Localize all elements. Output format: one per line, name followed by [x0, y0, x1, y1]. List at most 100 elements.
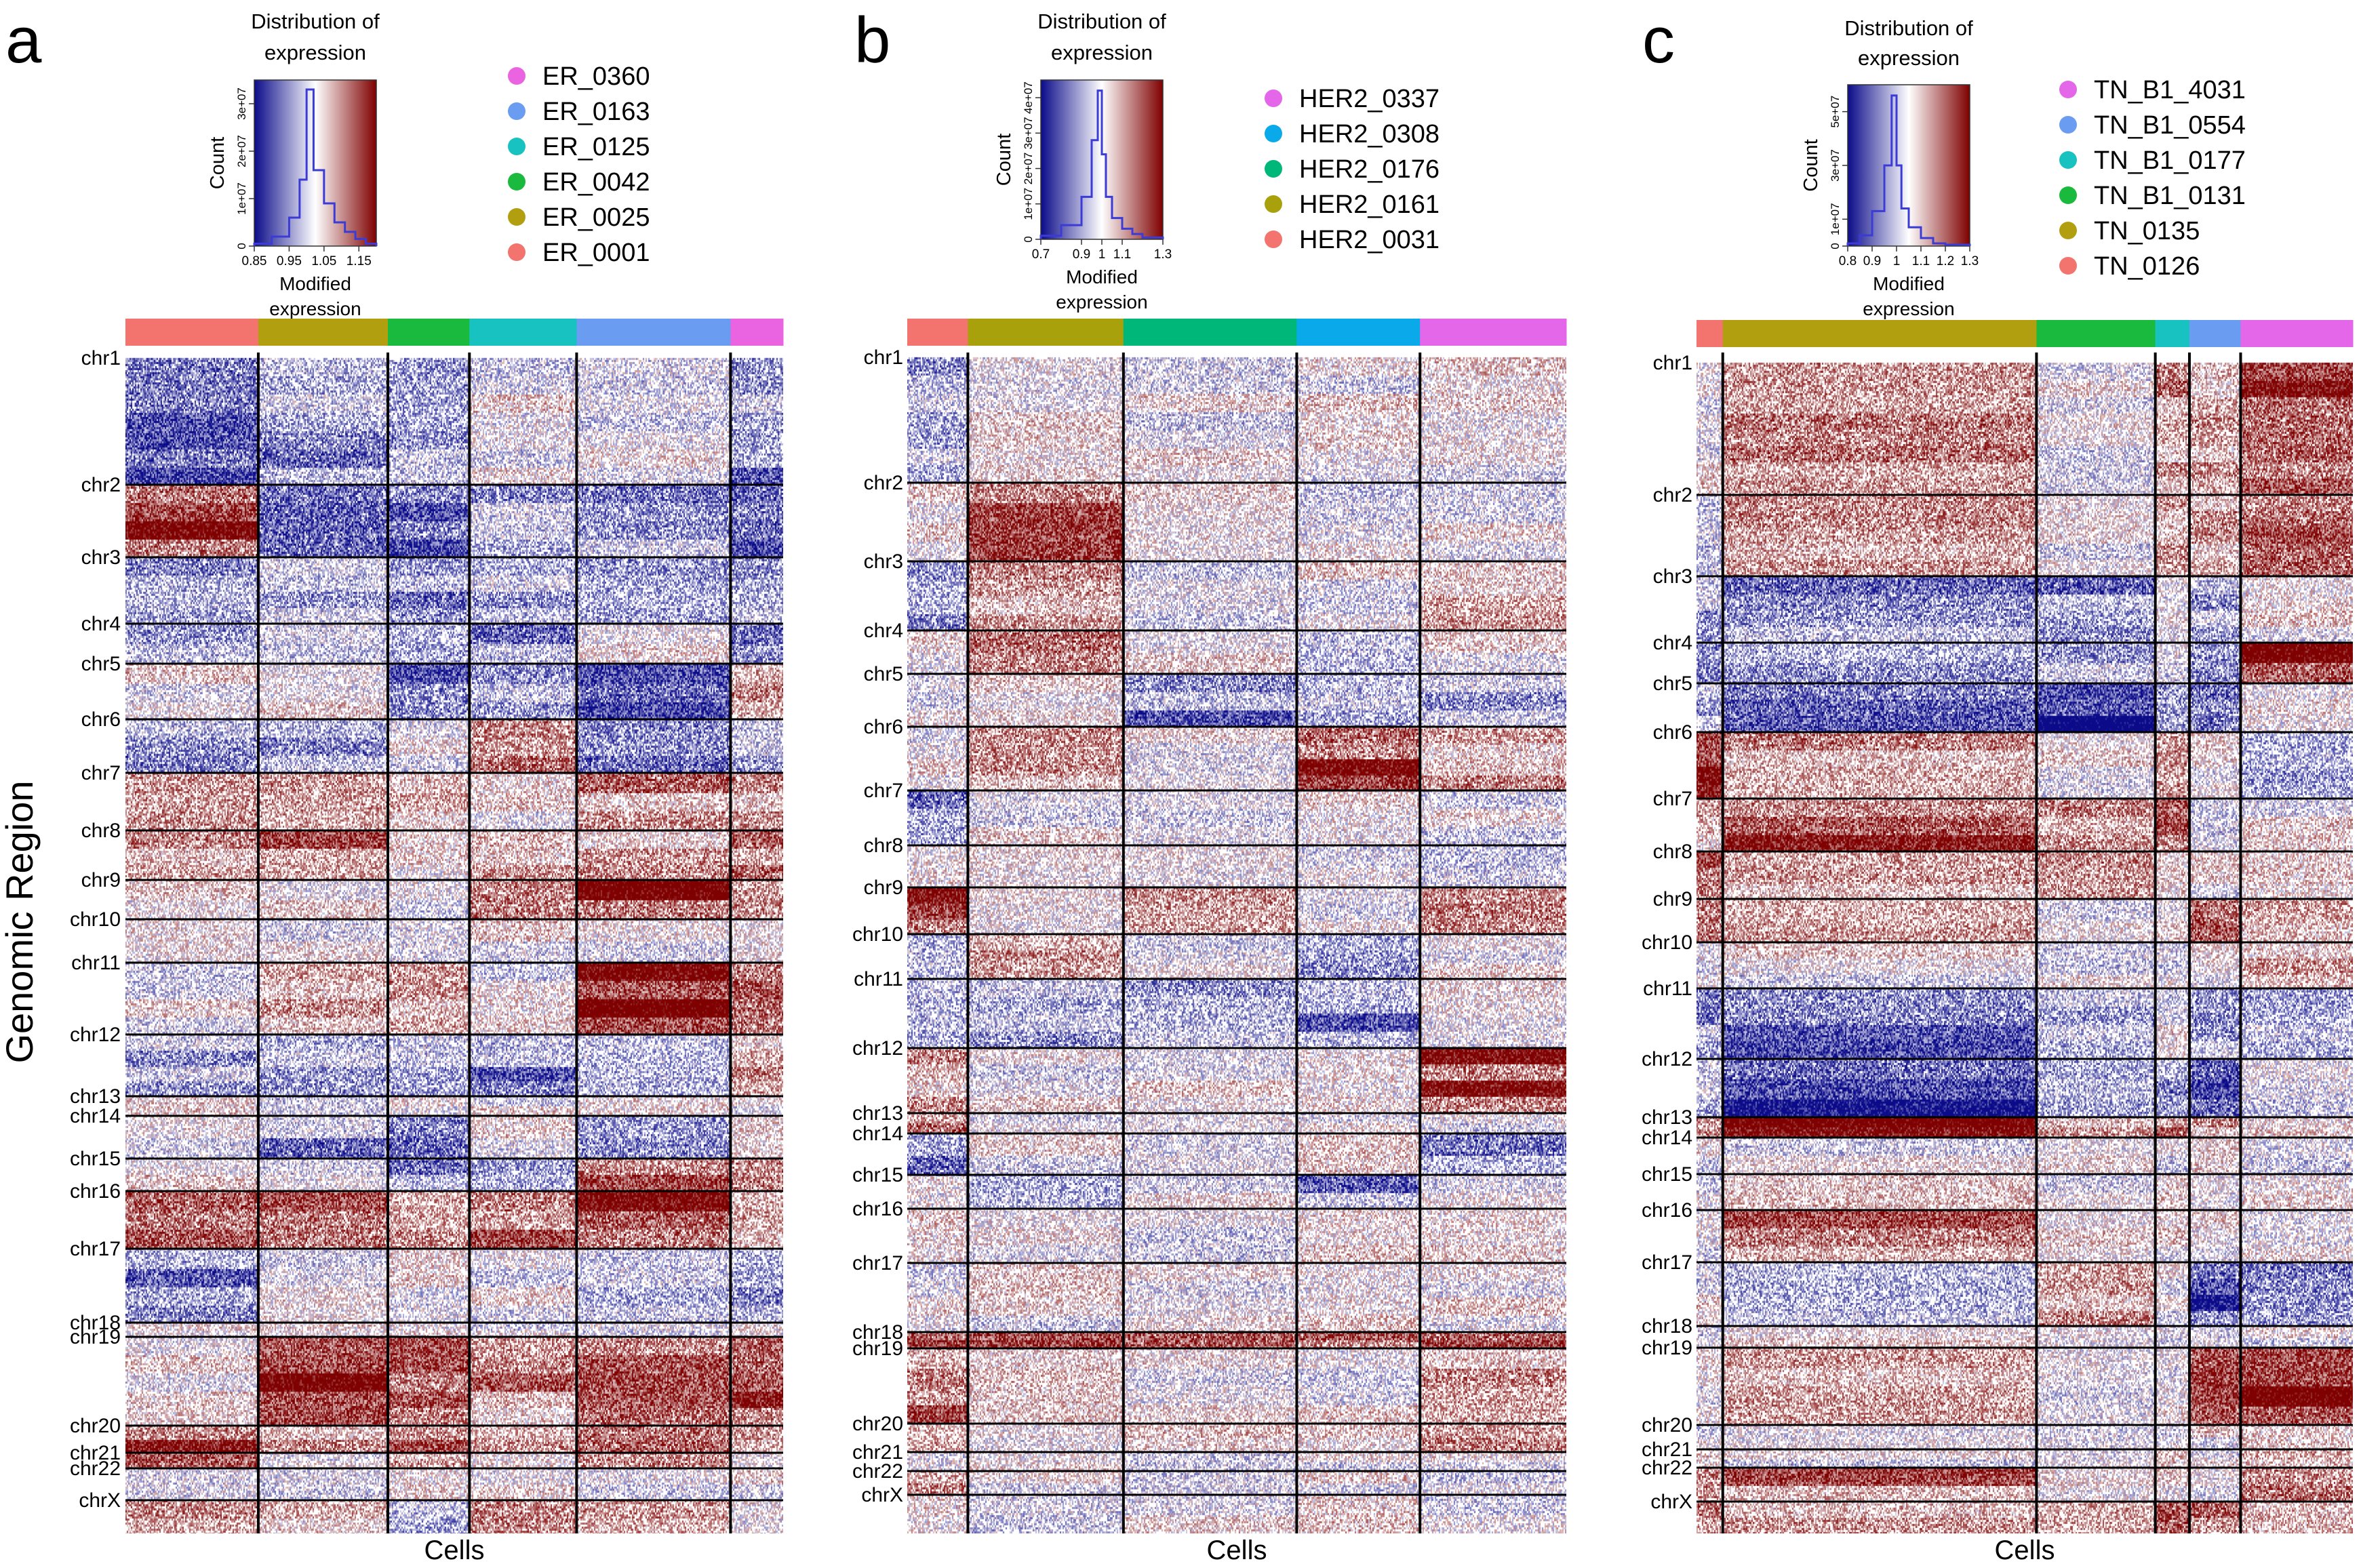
chromosome-label: chr11	[71, 952, 121, 974]
legend-label: HER2_0337	[1299, 85, 1440, 113]
legend-label: HER2_0031	[1299, 226, 1440, 254]
chromosome-label: chr1	[1653, 352, 1692, 374]
histogram-y-tick-label: 5e+07	[1829, 96, 1842, 128]
chromosome-label: chr8	[81, 820, 121, 842]
legend-label: TN_B1_0131	[2094, 182, 2246, 210]
chromosome-label: chr3	[81, 546, 121, 569]
legend-swatch	[1265, 160, 1282, 178]
chromosome-label: chr14	[1642, 1127, 1692, 1149]
chromosome-label: chr1	[864, 346, 903, 369]
legend-swatch	[508, 138, 525, 155]
panel-a: a Distribution of expression 0.85 0.95 1.05 1.…	[5, 4, 784, 1565]
chromosome-label: chr9	[1653, 888, 1692, 910]
x-axis-title: Cells	[1207, 1535, 1267, 1565]
histogram-y-label: Count	[993, 134, 1015, 186]
chromosome-label: chr20	[852, 1413, 903, 1435]
legend-swatch	[2059, 186, 2077, 204]
legend-swatch	[1265, 89, 1282, 107]
histogram-x-tick-label: 1.3	[1961, 254, 1979, 268]
chromosome-label: chr19	[70, 1326, 121, 1348]
chromosome-label: chr10	[852, 923, 903, 946]
histogram-x-tick-label: 1.05	[311, 254, 336, 268]
chromosome-label: chr21	[70, 1442, 121, 1464]
chromosome-label: chr22	[852, 1460, 903, 1483]
legend-swatch	[2059, 151, 2077, 169]
chromosome-label: chr16	[852, 1198, 903, 1220]
legend-label: TN_B1_4031	[2094, 76, 2246, 104]
chromosome-label: chr12	[852, 1037, 903, 1060]
legend-label: ER_0360	[542, 62, 650, 91]
chromosome-label: chr18	[70, 1312, 121, 1334]
histogram-x-label-line2: expression	[269, 298, 361, 319]
histogram-y-tick-label: 2e+07	[235, 135, 248, 167]
chromosome-label: chr19	[852, 1338, 903, 1360]
chromosome-label: chr14	[70, 1105, 121, 1127]
chromosome-label: chr15	[852, 1164, 903, 1186]
histogram-x-tick-label: 0.9	[1073, 247, 1090, 262]
histogram-y-tick-label: 4e+07	[1022, 81, 1035, 114]
histogram-x-label-line2: expression	[1056, 292, 1147, 313]
chromosome-label: chr19	[1642, 1337, 1692, 1359]
legend-label: ER_0042	[542, 168, 650, 197]
chromosome-label: chr4	[1653, 632, 1692, 654]
legend: ER_0360 ER_0163 ER_0125 ER_0042 ER_0025 ER_00…	[508, 62, 650, 267]
y-axis-title: Genomic Region	[0, 780, 41, 1063]
panel-label: a	[5, 4, 42, 77]
group-bar-segment	[388, 319, 470, 346]
chromosome-label: chr13	[852, 1102, 903, 1125]
chromosome-label: chr8	[864, 835, 903, 857]
group-bar	[125, 319, 784, 346]
chromosome-label: chrX	[79, 1489, 121, 1512]
chromosome-label: chr2	[81, 474, 121, 496]
group-bar-segment	[1420, 319, 1567, 346]
chromosome-label: chr16	[1642, 1199, 1692, 1222]
chromosome-label: chr20	[70, 1415, 121, 1437]
group-bar-segment	[469, 319, 577, 346]
legend-label: ER_0001	[542, 239, 650, 267]
chromosome-label: chr5	[1653, 672, 1692, 695]
chromosome-label: chrX	[1650, 1491, 1692, 1513]
legend-label: TN_B1_0554	[2094, 111, 2246, 140]
histogram-title: Distribution of	[1844, 16, 1973, 40]
legend-swatch	[1265, 195, 1282, 213]
histogram-title: Distribution of	[251, 9, 380, 33]
histogram-x-tick-label: 0.85	[242, 254, 267, 268]
chromosome-label: chr9	[864, 877, 903, 899]
histogram-x-tick-label: 1.3	[1154, 247, 1172, 262]
chromosome-label: chr22	[1642, 1457, 1692, 1479]
chromosome-label: chr13	[1642, 1106, 1692, 1129]
chromosome-axis: chr1 chr2 chr3 chr4 chr5 chr6 chr7 chr8 chr9 chr1…	[852, 346, 1566, 1506]
group-bar-segment	[1296, 319, 1421, 346]
group-bar-segment	[1722, 320, 2037, 347]
legend-label: ER_0163	[542, 98, 650, 126]
chromosome-label: chr6	[81, 708, 121, 731]
chromosome-label: chr14	[852, 1123, 903, 1145]
chromosome-axis: chr1 chr2 chr3 chr4 chr5 chr6 chr7 chr8 chr9 chr1…	[70, 347, 783, 1512]
histogram-x-label-line2: expression	[1863, 298, 1954, 319]
legend-label: HER2_0308	[1299, 120, 1440, 148]
chromosome-label: chr6	[864, 716, 903, 738]
legend-swatch	[508, 243, 525, 261]
legend-label: HER2_0176	[1299, 155, 1440, 184]
histogram: Distribution of expression 0.7 0.9 1 1.1 1.3 0 1…	[993, 9, 1172, 313]
histogram-x-tick-label: 0.9	[1863, 254, 1881, 268]
histogram-line	[1846, 94, 1971, 246]
legend-swatch	[508, 208, 525, 226]
legend-swatch	[508, 173, 525, 190]
chromosome-label: chr18	[1642, 1315, 1692, 1338]
chromosome-label: chr1	[81, 347, 121, 369]
group-bar-segment	[968, 319, 1124, 346]
group-bar-segment	[1697, 320, 1724, 347]
chromosome-label: chr17	[70, 1238, 121, 1260]
legend-swatch	[2059, 222, 2077, 239]
chromosome-label: chr22	[70, 1458, 121, 1480]
histogram-y-tick-label: 1e+07	[235, 182, 248, 215]
histogram-title-line2: expression	[1858, 46, 1960, 70]
group-bar-segment	[2036, 320, 2156, 347]
chromosome-label: chr20	[1642, 1414, 1692, 1436]
legend-label: TN_0126	[2094, 252, 2200, 281]
heatmap-image	[907, 353, 1566, 1533]
histogram-x-tick-label: 0.7	[1032, 247, 1050, 262]
chromosome-label: chrX	[861, 1484, 903, 1506]
histogram-x-label: Modified	[1873, 273, 1945, 294]
